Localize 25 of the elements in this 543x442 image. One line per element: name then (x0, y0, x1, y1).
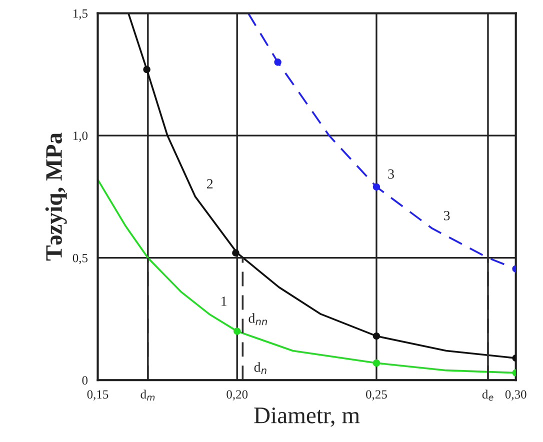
point (372, 359, 380, 367)
annotation: 2 (207, 179, 213, 188)
annotation: d$_{nn}$ (248, 313, 267, 326)
x-tick-label: d$_{m}$ (140, 390, 155, 400)
point (372, 183, 380, 191)
y-axis-title: Təzyiq, MPa (45, 132, 67, 261)
annotation: 3 (388, 169, 394, 179)
y-tick-label: 1,0 (73, 132, 88, 142)
x-axis-title: Diametr, m (254, 407, 360, 427)
point (232, 249, 240, 257)
annotation: 1 (222, 296, 226, 306)
x-tick-label: 0,25 (366, 390, 387, 400)
point (233, 328, 241, 335)
annotation: 3 (444, 210, 450, 220)
y-tick-label: 0,5 (72, 254, 88, 264)
annotation: d$_{n}$ (254, 362, 266, 374)
point (143, 66, 150, 74)
point (372, 332, 380, 340)
y-tick-label: 0 (82, 376, 88, 385)
x-tick-label: 0,30 (505, 390, 526, 400)
x-tick-label: d$_{e}$ (482, 390, 494, 401)
y-tick-label: 1,5 (73, 9, 88, 20)
point (274, 58, 282, 66)
x-tick-label: 0,15 (87, 390, 108, 400)
x-tick-label: 0,20 (226, 390, 248, 400)
